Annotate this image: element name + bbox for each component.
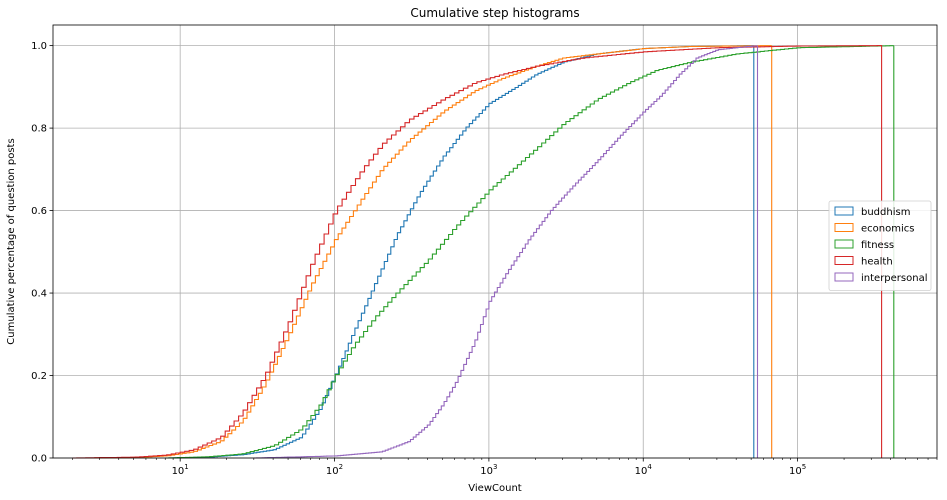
legend-swatch-health (834, 256, 854, 265)
legend-box (828, 200, 932, 291)
legend-label-fitness: fitness (861, 240, 894, 251)
legend-label-buddhism: buddhism (861, 207, 910, 218)
x-tick-label: 105 (789, 463, 806, 477)
series-lines (72, 45, 895, 459)
chart-title: Cumulative step histograms (410, 6, 579, 20)
y-tick-label: 0.4 (31, 289, 47, 300)
x-tick-label: 102 (326, 463, 343, 477)
y-axis-label: Cumulative percentage of question posts (6, 138, 17, 344)
x-tick-label: 101 (172, 463, 189, 477)
x-axis-label: ViewCount (468, 483, 522, 494)
plot-area-frame (52, 24, 938, 459)
y-tick-label: 0.8 (31, 124, 47, 135)
series-line-fitness (165, 45, 895, 459)
axis-ticks: 0.0 0.2 0.4 0.6 0.8 1.0 101 102 103 104 105 (31, 41, 938, 477)
x-tick-label: 103 (480, 463, 497, 477)
y-tick-label: 0.0 (31, 454, 47, 465)
legend-label-health: health (861, 257, 893, 268)
legend-swatch-economics (834, 223, 854, 232)
legend-swatch-buddhism (834, 206, 854, 216)
legend: buddhism economics fitness health interperso… (828, 200, 932, 291)
grid (53, 25, 937, 459)
legend-swatch-interpersonal (834, 272, 854, 282)
series-line-economics (87, 45, 773, 459)
x-tick-label: 104 (635, 463, 653, 477)
legend-label-interpersonal: interpersonal (861, 273, 927, 284)
y-tick-label: 1.0 (31, 41, 47, 52)
y-tick-label: 0.6 (31, 206, 47, 217)
series-line-interpersonal (253, 45, 759, 459)
y-tick-label: 0.2 (31, 371, 47, 382)
legend-swatch-fitness (834, 239, 854, 249)
series-line-health (72, 45, 883, 459)
legend-label-economics: economics (861, 224, 914, 235)
